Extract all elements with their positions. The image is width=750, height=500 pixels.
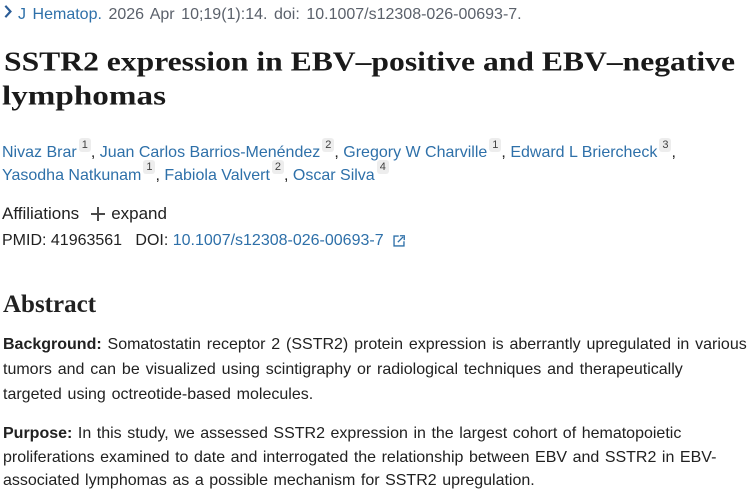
svg-text:SSTR2 expression in EBV–positi: SSTR2 expression in EBV–positive and EBV… [4, 47, 735, 77]
svg-text:lymphomas: lymphomas [2, 81, 166, 111]
